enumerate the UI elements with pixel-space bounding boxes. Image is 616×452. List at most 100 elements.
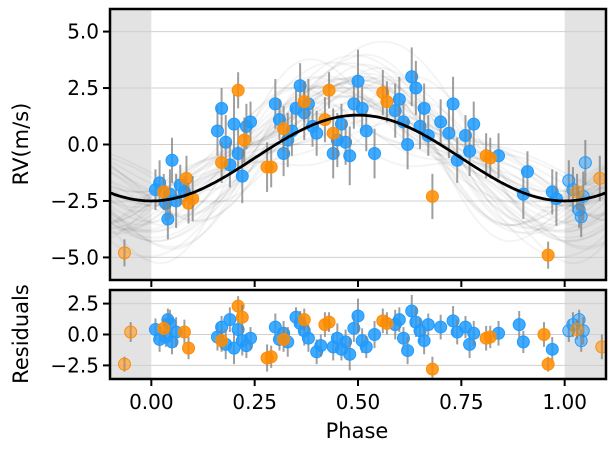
y-tick-label-0: 2.5 <box>67 292 99 316</box>
instrument-2-point-22 <box>593 171 606 185</box>
instrument-1-point-38 <box>396 331 410 345</box>
instrument-1-point-11 <box>219 135 233 149</box>
x-tick-label-0: 0.00 <box>129 390 174 414</box>
instrument-2-point-16 <box>380 95 394 109</box>
instrument-1-point-39 <box>401 344 415 358</box>
instrument-1-point-13 <box>227 117 241 131</box>
instrument-1-point-52 <box>512 318 526 332</box>
instrument-1-point-37 <box>392 313 406 327</box>
y-tick-label-2: 0.0 <box>67 133 99 157</box>
instrument-1-point-3 <box>161 212 175 226</box>
y-tick-label-3: −2.5 <box>50 189 99 213</box>
instrument-2-point-9 <box>264 350 278 364</box>
instrument-1-point-54 <box>467 117 481 131</box>
instrument-2-point-16 <box>425 362 439 376</box>
y-tick-label-0: 5.0 <box>67 20 99 44</box>
instrument-2-point-15 <box>380 316 394 330</box>
instrument-2-point-3 <box>177 325 191 339</box>
instrument-1-point-35 <box>368 328 382 341</box>
instrument-1-point-35 <box>351 74 365 88</box>
residuals-y-axis-label: Residuals <box>9 284 33 384</box>
instrument-1-point-28 <box>310 126 324 140</box>
instrument-1-point-46 <box>446 314 460 328</box>
instrument-1-point-30 <box>343 347 357 361</box>
instrument-1-point-52 <box>458 128 472 142</box>
instrument-1-point-10 <box>215 101 229 115</box>
instrument-1-point-46 <box>417 101 431 115</box>
instrument-1-point-45 <box>434 320 448 334</box>
y-tick-label-1: 2.5 <box>67 76 99 100</box>
instrument-1-point-5 <box>165 153 179 167</box>
instrument-1-point-34 <box>359 340 373 354</box>
instrument-1-point-50 <box>446 97 460 111</box>
instrument-2-point-9 <box>264 160 278 174</box>
instrument-2-point-20 <box>541 357 555 371</box>
rv-panel: 5.0 2.5 0.0 −2.5 −5.0 <box>50 7 608 287</box>
plot-area <box>110 9 606 280</box>
x-axis-label: Phase <box>326 419 389 443</box>
instrument-1-point-40 <box>392 92 406 106</box>
x-tick-label-2: 0.50 <box>336 390 381 414</box>
instrument-1-point-57 <box>520 165 534 179</box>
instrument-2-point-19 <box>483 151 497 165</box>
instrument-2-point-22 <box>595 340 606 354</box>
instrument-1-point-29 <box>339 335 353 349</box>
instrument-2-point-7 <box>235 310 249 324</box>
instrument-1-point-11 <box>227 341 241 355</box>
instrument-2-point-21 <box>570 323 584 337</box>
instrument-1-point-15 <box>244 331 258 345</box>
instrument-2-point-0 <box>117 357 131 371</box>
instrument-2-point-13 <box>322 315 336 329</box>
instrument-2-point-13 <box>322 83 336 97</box>
instrument-2-point-11 <box>297 95 311 109</box>
instrument-2-point-6 <box>231 83 245 97</box>
instrument-2-point-4 <box>182 341 196 355</box>
instrument-2-point-17 <box>425 189 439 203</box>
instrument-1-point-49 <box>442 126 456 140</box>
instrument-1-point-59 <box>549 192 563 206</box>
x-tick-label-3: 0.75 <box>439 390 484 414</box>
instrument-2-point-14 <box>326 126 340 140</box>
instrument-1-point-15 <box>235 169 249 183</box>
instrument-2-point-2 <box>157 321 171 335</box>
instrument-2-point-5 <box>215 156 229 170</box>
instrument-1-point-48 <box>434 115 448 129</box>
instrument-1-point-33 <box>343 149 357 163</box>
instrument-2-point-18 <box>483 330 497 344</box>
instrument-1-point-43 <box>417 334 431 348</box>
instrument-1-point-17 <box>244 115 258 129</box>
instrument-2-point-10 <box>277 332 291 346</box>
instrument-1-point-24 <box>293 79 307 93</box>
instrument-1-point-23 <box>301 331 315 345</box>
instrument-1-point-42 <box>401 138 415 151</box>
instrument-2-point-1 <box>124 325 138 339</box>
instrument-1-point-32 <box>351 309 365 323</box>
rv-y-axis-label: RV(m/s) <box>9 103 33 186</box>
instrument-2-point-0 <box>117 246 131 260</box>
instrument-2-point-21 <box>570 185 584 199</box>
instrument-1-point-25 <box>314 339 328 353</box>
y-tick-label-1: 0.0 <box>67 323 99 347</box>
instrument-1-point-43 <box>405 70 419 84</box>
y-tick-label-2: −2.5 <box>50 353 99 377</box>
instrument-1-point-31 <box>334 117 348 131</box>
instrument-2-point-1 <box>157 185 171 199</box>
instrument-1-point-53 <box>463 144 477 158</box>
instrument-1-point-31 <box>347 321 361 335</box>
instrument-1-point-38 <box>368 147 382 161</box>
instrument-1-point-39 <box>388 104 402 118</box>
plot-area <box>110 290 606 379</box>
instrument-1-point-32 <box>339 135 353 149</box>
instrument-1-point-9 <box>210 124 224 138</box>
instrument-2-point-10 <box>277 122 291 136</box>
instrument-2-point-19 <box>537 328 551 341</box>
instrument-1-point-54 <box>545 342 559 356</box>
instrument-1-point-44 <box>409 81 423 95</box>
instrument-2-point-5 <box>215 334 229 348</box>
x-tick-label-4: 1.00 <box>542 390 587 414</box>
instrument-1-point-50 <box>467 326 481 340</box>
best-fit-model-line <box>110 113 606 203</box>
instrument-1-point-63 <box>574 210 588 224</box>
instrument-1-point-53 <box>516 335 530 349</box>
